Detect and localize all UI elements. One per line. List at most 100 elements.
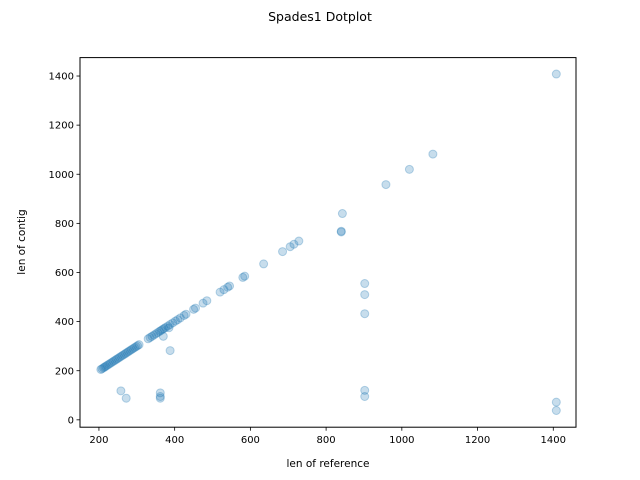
data-point (165, 320, 175, 330)
data-point (189, 304, 199, 314)
data-point (126, 345, 136, 355)
x-axis-label: len of reference (287, 458, 370, 470)
data-point (202, 296, 212, 306)
x-tick-label: 400 (165, 435, 184, 446)
data-point (108, 356, 118, 366)
data-point (158, 324, 168, 334)
data-point (336, 226, 346, 236)
data-point (173, 315, 183, 325)
data-point (155, 393, 165, 403)
x-tick-label: 1400 (541, 435, 566, 446)
data-point (121, 393, 131, 403)
x-tick-label: 800 (317, 435, 336, 446)
data-point (159, 323, 169, 333)
data-point (156, 325, 166, 335)
y-tick-label: 1400 (49, 72, 74, 83)
data-point (125, 346, 135, 356)
data-point (175, 313, 185, 323)
x-tick-label: 600 (241, 435, 260, 446)
data-point (360, 392, 370, 401)
y-tick-label: 200 (55, 366, 74, 377)
data-point (181, 309, 191, 319)
data-point (101, 361, 111, 371)
data-point (165, 346, 175, 356)
data-point (404, 164, 414, 174)
data-point (337, 209, 347, 219)
data-point (96, 364, 106, 374)
data-point (130, 343, 140, 353)
data-point (225, 281, 235, 291)
y-tick-label: 600 (55, 268, 74, 279)
y-tick-label: 1000 (49, 170, 74, 181)
data-point (102, 360, 112, 370)
data-point (100, 362, 110, 372)
data-point (238, 272, 248, 282)
data-point (145, 333, 155, 343)
data-point (294, 236, 304, 246)
data-point (179, 310, 189, 320)
data-point (133, 341, 143, 351)
data-point (153, 328, 163, 338)
data-point (198, 298, 208, 308)
data-point (149, 330, 159, 340)
data-point (360, 309, 370, 319)
x-axis: 200 400 600 800 1000 1200 1400 (89, 427, 566, 446)
y-tick-label: 800 (55, 219, 74, 230)
data-point (113, 353, 123, 363)
data-point (111, 354, 121, 364)
data-point (360, 385, 370, 395)
data-point (122, 348, 132, 358)
data-point (104, 359, 114, 369)
data-point (107, 357, 117, 367)
data-point (190, 303, 200, 313)
data-point (215, 287, 225, 297)
data-point (119, 350, 129, 360)
y-tick-label: 0 (68, 415, 74, 426)
data-point (360, 290, 370, 300)
data-point (551, 397, 561, 407)
data-point (128, 344, 138, 354)
data-point (381, 180, 391, 190)
data-point (116, 351, 126, 361)
data-point (105, 358, 115, 368)
data-point (170, 316, 180, 326)
data-point (259, 259, 269, 269)
data-point (289, 239, 299, 249)
data-point (155, 326, 165, 336)
data-point (155, 388, 165, 398)
data-point (116, 386, 126, 396)
data-point (134, 340, 144, 350)
data-point (285, 242, 295, 252)
data-point (147, 331, 157, 341)
data-point (163, 321, 173, 331)
data-point (428, 149, 438, 159)
data-point (155, 392, 165, 401)
data-point (240, 271, 250, 281)
y-axis: 0 200 400 600 800 1000 1200 1400 (49, 72, 80, 426)
x-tick-label: 1200 (465, 435, 490, 446)
data-point (164, 323, 174, 333)
data-point (123, 347, 133, 357)
data-point (223, 282, 233, 292)
data-point (131, 342, 141, 352)
data-point (360, 279, 370, 289)
y-tick-label: 400 (55, 317, 74, 328)
x-tick-label: 200 (89, 435, 108, 446)
data-point (98, 363, 108, 373)
data-point (168, 318, 178, 328)
data-point (120, 349, 130, 359)
data-point (117, 350, 127, 360)
data-point (219, 285, 229, 295)
y-tick-label: 1200 (49, 121, 74, 132)
chart-title: Spades1 Dotplot (268, 9, 372, 24)
x-tick-label: 1000 (389, 435, 414, 446)
data-point (97, 364, 107, 374)
y-axis-label: len of contig (16, 209, 28, 274)
data-point (110, 355, 120, 365)
data-point (278, 247, 288, 257)
data-point (551, 406, 561, 415)
plot-frame (79, 57, 577, 428)
data-point (551, 69, 561, 79)
data-point (161, 322, 171, 332)
